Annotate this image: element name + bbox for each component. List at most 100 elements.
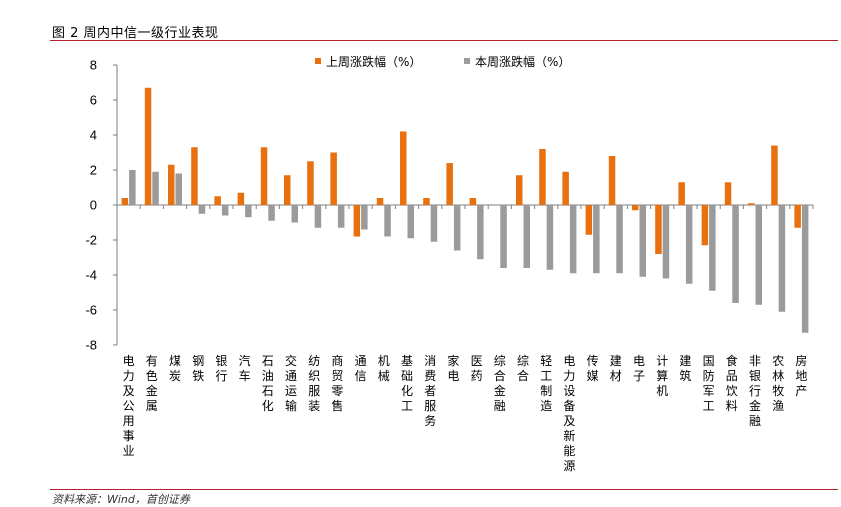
x-category-label: 基础化工 — [401, 354, 413, 413]
bar-last-week — [377, 198, 384, 205]
source-note: 资料来源：Wind，首创证券 — [52, 491, 190, 507]
y-tick-label: 6 — [90, 93, 97, 108]
x-category-label: 食品饮料 — [726, 353, 738, 413]
bar-last-week — [400, 132, 407, 206]
y-tick-label: 4 — [90, 128, 97, 143]
bar-this-week — [477, 205, 484, 259]
bar-this-week — [640, 205, 647, 277]
bar-this-week — [570, 205, 577, 273]
bar-last-week — [423, 198, 430, 205]
x-category-label: 汽车 — [239, 353, 251, 383]
x-category-label: 钢铁 — [192, 354, 204, 383]
bar-this-week — [500, 205, 507, 268]
bar-this-week — [129, 170, 136, 205]
x-category-label: 有色金属 — [146, 354, 158, 413]
legend: 上周涨跌幅（%） 本周涨跌幅（%） — [315, 54, 570, 69]
x-category-label: 机械 — [378, 354, 390, 383]
bar-last-week — [794, 205, 801, 228]
bar-last-week — [725, 182, 732, 205]
x-category-label: 家电 — [447, 353, 459, 383]
bar-this-week — [593, 205, 600, 273]
bar-this-week — [245, 205, 252, 217]
bar-last-week — [145, 88, 152, 205]
bar-last-week — [748, 203, 755, 205]
bottom-rule — [50, 489, 838, 490]
bar-this-week — [732, 205, 739, 303]
y-tick-label: -2 — [85, 233, 97, 248]
x-category-label: 电力及公用事业 — [123, 354, 135, 458]
bar-this-week — [222, 205, 229, 216]
bar-this-week — [268, 205, 275, 221]
bar-last-week — [330, 153, 337, 206]
bar-this-week — [384, 205, 391, 237]
x-category-label: 交通运输 — [285, 353, 297, 413]
bar-this-week — [616, 205, 623, 273]
bar-last-week — [516, 175, 523, 205]
x-category-label: 房地产 — [795, 353, 807, 398]
x-category-label: 建筑 — [679, 354, 691, 383]
y-tick-label: -4 — [85, 268, 97, 283]
bar-last-week — [238, 193, 245, 205]
x-category-label: 电子 — [633, 354, 645, 383]
bar-this-week — [756, 205, 763, 305]
legend-swatch-this-week — [464, 58, 470, 64]
y-tick-label: -8 — [85, 338, 97, 353]
x-category-label: 传媒 — [587, 353, 599, 383]
legend-label-this-week: 本周涨跌幅（%） — [475, 54, 570, 69]
bar-last-week — [771, 146, 778, 206]
bar-last-week — [678, 182, 685, 205]
bar-last-week — [655, 205, 662, 254]
bar-this-week — [709, 205, 716, 291]
x-category-label: 非银行金融 — [749, 354, 761, 428]
bar-this-week — [686, 205, 693, 284]
bar-last-week — [609, 156, 616, 205]
x-category-label: 国防军工 — [703, 354, 715, 413]
x-category-label: 综合 — [517, 354, 529, 383]
bar-last-week — [284, 175, 291, 205]
bar-this-week — [454, 205, 461, 251]
x-category-label: 电力设备及新能源 — [563, 354, 575, 473]
bar-this-week — [292, 205, 299, 223]
bar-last-week — [354, 205, 361, 237]
x-category-label: 通信 — [355, 354, 367, 383]
bar-this-week — [199, 205, 206, 214]
bar-this-week — [779, 205, 786, 312]
x-category-label: 煤炭 — [169, 354, 181, 383]
bar-last-week — [214, 196, 221, 205]
x-category-label: 消费者服务 — [424, 354, 436, 428]
legend-swatch-last-week — [315, 58, 321, 64]
bar-this-week — [176, 174, 183, 206]
bar-last-week — [632, 205, 639, 210]
y-tick-label: 2 — [90, 163, 97, 178]
x-category-label: 农林牧渔 — [772, 354, 784, 413]
x-category-label: 商贸零售 — [331, 353, 343, 413]
bar-this-week — [547, 205, 554, 270]
bar-this-week — [524, 205, 531, 268]
bar-last-week — [261, 147, 268, 205]
bar-this-week — [663, 205, 670, 279]
bar-this-week — [338, 205, 345, 228]
x-category-label: 银行 — [215, 354, 227, 383]
bar-this-week — [315, 205, 322, 228]
x-category-label: 计算机 — [656, 354, 668, 398]
bar-last-week — [539, 149, 546, 205]
x-category-label: 轻工制造 — [540, 354, 552, 413]
bar-last-week — [562, 172, 569, 205]
bar-last-week — [122, 198, 129, 205]
bar-this-week — [431, 205, 438, 242]
y-tick-label: 0 — [90, 198, 97, 213]
x-category-label: 综合金融 — [494, 354, 506, 413]
bar-last-week — [470, 198, 477, 205]
bar-last-week — [702, 205, 709, 245]
bar-this-week — [152, 172, 159, 205]
x-category-label: 石油石化 — [262, 354, 274, 413]
x-category-label: 建材 — [610, 354, 622, 383]
bar-this-week — [408, 205, 415, 238]
x-category-label: 纺织服装 — [308, 354, 320, 413]
bar-last-week — [191, 147, 198, 205]
bar-last-week — [446, 163, 453, 205]
y-tick-label: 8 — [90, 58, 97, 73]
x-category-label: 医药 — [471, 354, 483, 383]
bar-last-week — [307, 161, 314, 205]
